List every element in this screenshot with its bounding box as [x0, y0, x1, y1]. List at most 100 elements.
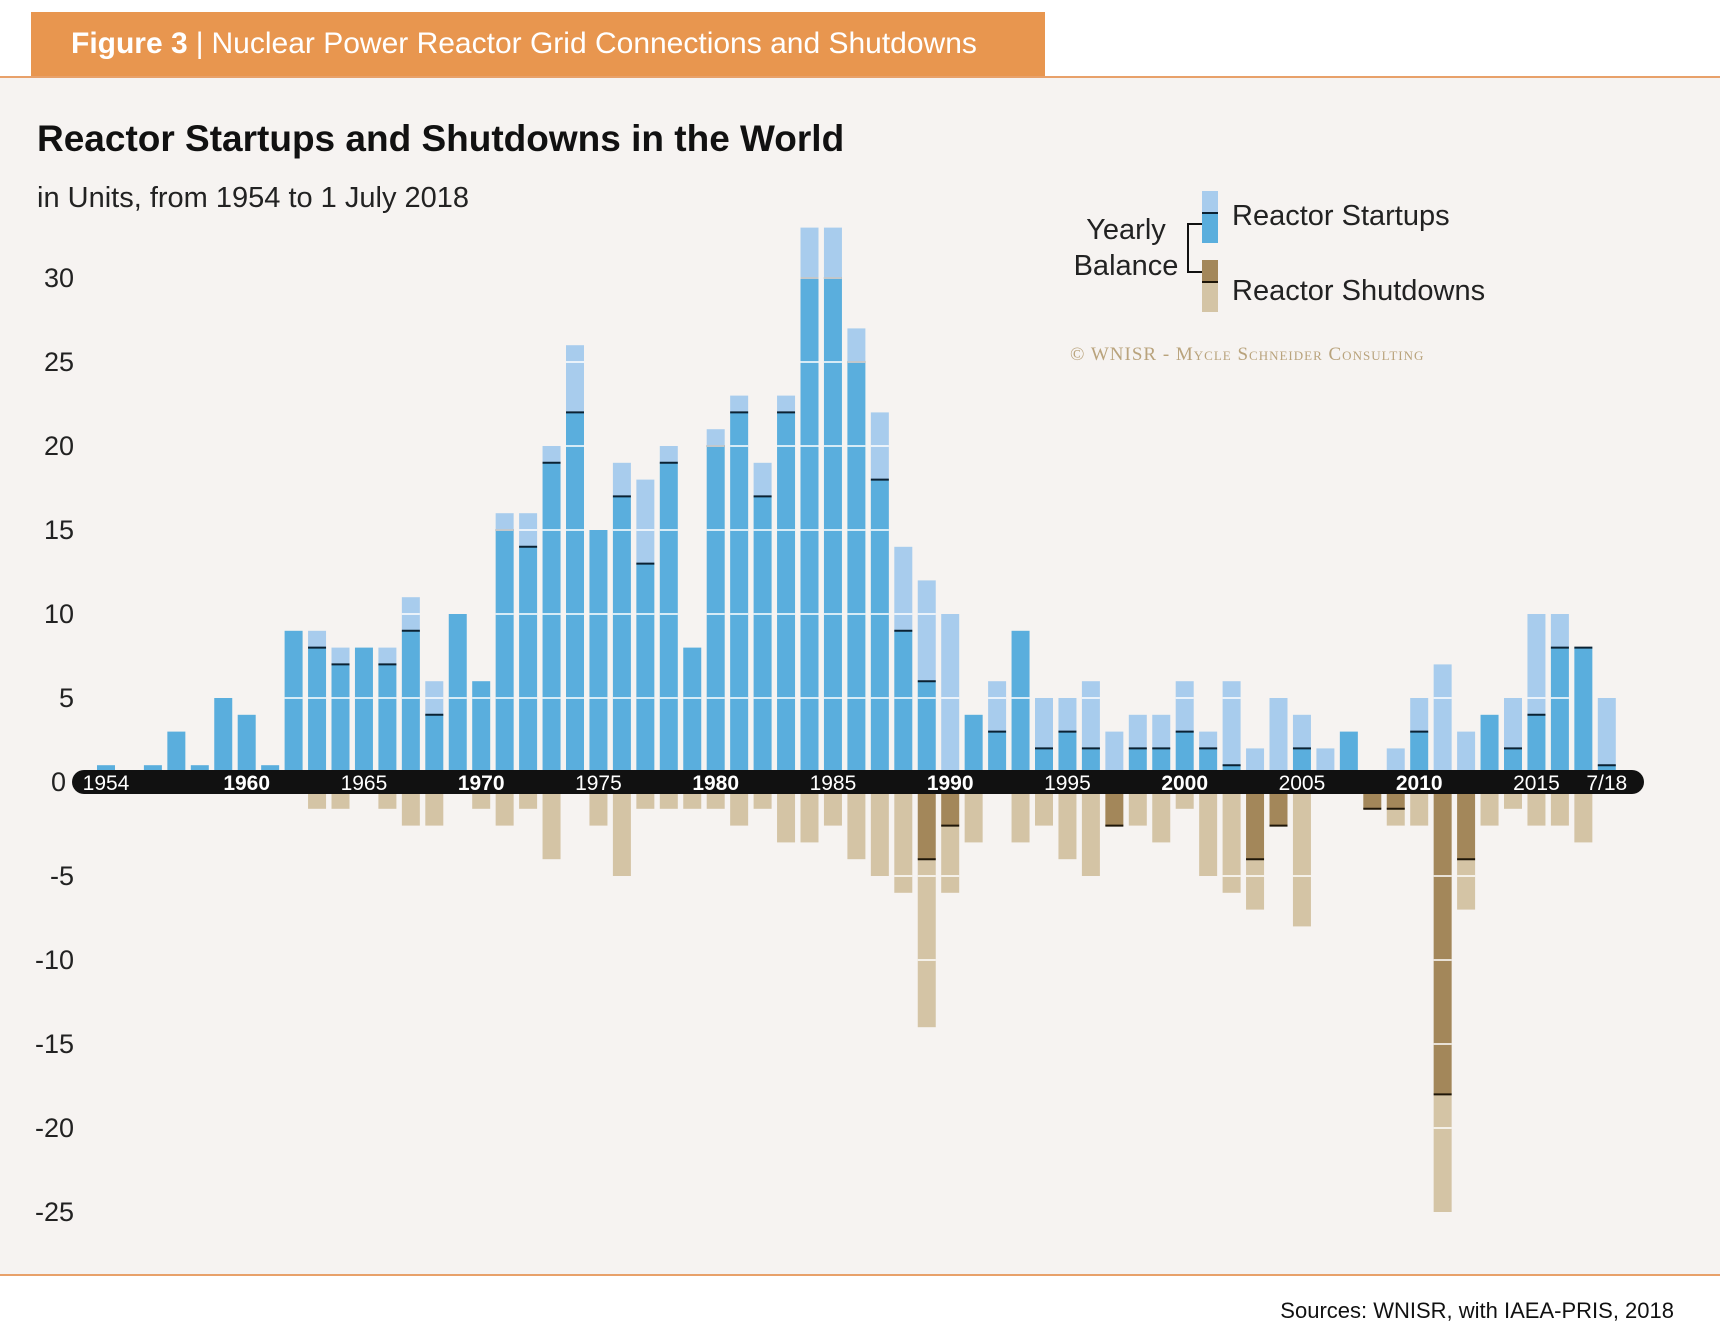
- chart-title: Reactor Startups and Shutdowns in the Wo…: [37, 118, 845, 159]
- startup-bar-balance: [753, 496, 772, 782]
- startup-bar-total: [823, 227, 842, 278]
- x-tick-label: 2010: [1396, 772, 1443, 795]
- bottom-divider: [0, 1274, 1720, 1276]
- startup-bar-balance: [331, 664, 350, 782]
- startup-bar-total: [988, 681, 1007, 732]
- startup-bar-total: [1199, 731, 1218, 749]
- shutdown-bar-total: [870, 792, 889, 876]
- startup-bar-balance: [495, 530, 514, 782]
- shutdown-bar-total: [800, 792, 819, 843]
- legend-shutdown-swatch: [1202, 260, 1218, 282]
- y-tick-label: -5: [50, 861, 74, 891]
- startup-bar-balance: [1175, 731, 1194, 782]
- startup-bar-total: [331, 647, 350, 665]
- shutdown-bar-total: [636, 792, 655, 809]
- shutdown-bar-balance: [1386, 792, 1405, 809]
- startup-bar-total: [1222, 681, 1241, 766]
- shutdown-bar-total: [730, 792, 749, 826]
- startup-bar-total: [847, 328, 866, 362]
- shutdown-bar-balance: [1105, 792, 1124, 826]
- startup-bar-balance: [917, 681, 936, 782]
- startup-bar-total: [777, 395, 796, 413]
- shutdown-bar-total: [1504, 792, 1522, 809]
- startup-bar-total: [308, 630, 327, 648]
- x-tick-label: 1990: [927, 772, 974, 795]
- startup-bar-balance: [730, 412, 749, 782]
- startup-bar-total: [1035, 698, 1053, 749]
- x-axis-band: [72, 770, 1644, 794]
- startup-bar-total: [566, 345, 584, 413]
- startup-bar-balance: [894, 630, 913, 782]
- x-tick-label: 1975: [575, 772, 622, 795]
- shutdown-bar-total: [1292, 792, 1311, 927]
- y-tick-label: -10: [35, 945, 74, 975]
- startup-bar-balance: [214, 698, 233, 782]
- shutdown-bar-total: [1574, 792, 1593, 843]
- startup-bar-balance: [870, 479, 889, 782]
- copyright-note: © WNISR - Mycle Schneider Consulting: [1070, 344, 1424, 365]
- startup-bar-balance: [1339, 731, 1358, 782]
- shutdown-bar-total: [1386, 808, 1405, 826]
- figure-number: Figure 3: [71, 27, 188, 60]
- shutdown-bar-total: [894, 792, 913, 893]
- shutdown-bar-balance: [1363, 792, 1382, 809]
- startup-bar-balance: [542, 462, 561, 782]
- startup-bar-balance: [401, 630, 420, 782]
- bars-group: [97, 227, 1616, 1212]
- startup-bar-total: [706, 429, 725, 446]
- startup-bar-total: [1410, 698, 1429, 732]
- startup-bar-balance: [1011, 630, 1030, 782]
- x-tick-label: 1965: [341, 772, 388, 795]
- shutdown-bar-total: [589, 792, 608, 826]
- shutdown-bar-total: [331, 792, 350, 809]
- shutdown-bar-total: [1058, 792, 1077, 860]
- shutdown-bar-total: [683, 792, 702, 809]
- shutdown-bar-total: [401, 792, 420, 826]
- startup-bar-total: [1175, 681, 1194, 732]
- x-tick-label: 2015: [1513, 772, 1560, 795]
- legend-startup-swatch: [1202, 191, 1218, 213]
- legend-shutdowns-label: Reactor Shutdowns: [1232, 275, 1485, 307]
- figure-caption: Nuclear Power Reactor Grid Connections a…: [211, 27, 977, 60]
- shutdown-bar-total: [1550, 792, 1569, 826]
- shutdown-bar-balance: [1269, 792, 1288, 826]
- startup-bar-total: [1597, 698, 1616, 766]
- startup-bar-total: [753, 462, 772, 497]
- legend: Yearly Balance Reactor Startups Reactor Shu…: [1074, 191, 1485, 312]
- x-tick-label: 1980: [692, 772, 739, 795]
- startup-bar-balance: [472, 681, 491, 782]
- startup-bar-total: [1457, 731, 1476, 782]
- shutdown-bar-total: [964, 792, 983, 843]
- startup-bar-balance: [589, 530, 608, 782]
- y-tick-label: 25: [44, 347, 74, 377]
- y-tick-label: 5: [59, 683, 74, 713]
- shutdown-bar-total: [1152, 792, 1171, 843]
- legend-startups-label: Reactor Startups: [1232, 200, 1450, 232]
- startup-bar-total: [378, 647, 397, 665]
- y-tick-label: 0: [51, 767, 66, 797]
- shutdown-bar-total: [1128, 792, 1147, 826]
- shutdown-bar-balance: [941, 792, 960, 826]
- startup-bar-balance: [284, 630, 303, 782]
- legend-balance-label: Yearly: [1086, 214, 1166, 246]
- shutdown-bar-total: [1527, 792, 1546, 826]
- startup-bar-balance: [612, 496, 631, 782]
- y-tick-label: -15: [35, 1029, 74, 1059]
- startup-bar-total: [1269, 698, 1288, 782]
- startup-bar-balance: [683, 647, 702, 782]
- startup-bar-total: [542, 446, 561, 463]
- legend-startup-swatch: [1202, 213, 1218, 243]
- shutdown-bar-total: [706, 792, 725, 809]
- startup-bar-total: [1504, 698, 1522, 749]
- startup-bar-balance: [519, 546, 538, 782]
- startup-bar-total: [1105, 731, 1124, 782]
- legend-shutdown-swatch: [1202, 282, 1218, 312]
- legend-bracket: [1187, 223, 1202, 273]
- shutdown-bar-total: [941, 825, 960, 893]
- legend-balance-label: Balance: [1074, 250, 1179, 282]
- top-divider: [0, 76, 1720, 78]
- shutdown-bar-total: [1081, 792, 1100, 876]
- startup-bar-total: [894, 546, 913, 631]
- startup-bar-total: [800, 227, 819, 278]
